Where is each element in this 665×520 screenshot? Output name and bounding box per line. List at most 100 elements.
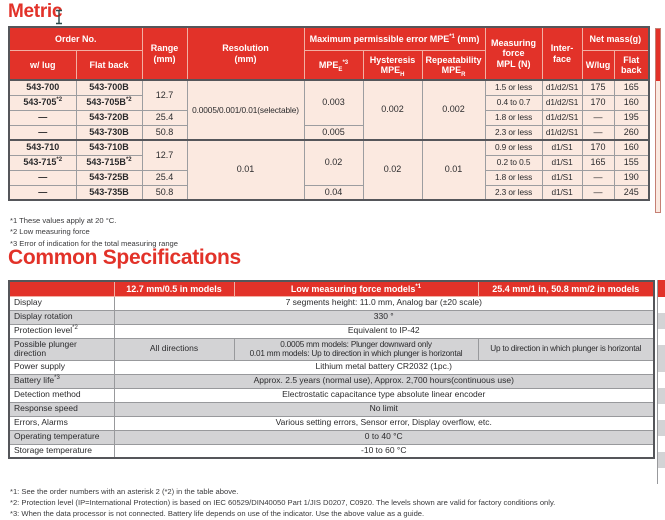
mpe-e-header: MPEE*3 xyxy=(303,49,364,81)
order-lug-cell: 543-705*2 xyxy=(8,94,77,111)
resolution-cell: 0.01 xyxy=(186,139,305,201)
text-cursor-icon xyxy=(54,9,64,30)
common-footnotes: *1: See the order numbers with an asteri… xyxy=(10,486,555,519)
range-cell: 50.8 xyxy=(141,184,188,201)
metric-row: — 543-730B 50.8 0.005 2.3 or less d1/d2/… xyxy=(8,124,650,141)
spec-row-response-speed: Response speed No limit xyxy=(8,401,655,417)
spec-value: Up to direction in which plunger is hori… xyxy=(477,337,655,361)
metric-row: — 543-735B 50.8 0.04 2.3 or less d1/S1 —… xyxy=(8,184,650,201)
net-w-lug-header: W/lug xyxy=(581,49,615,81)
order-lug-cell: — xyxy=(8,124,77,141)
range-cell: 50.8 xyxy=(141,124,188,141)
mass-lug-cell: — xyxy=(581,184,615,201)
models-254-508-header: 25.4 mm/1 in, 50.8 mm/2 in models xyxy=(477,280,655,297)
spec-label: Storage temperature xyxy=(8,443,115,459)
interface-cell: d1/S1 xyxy=(541,184,583,201)
metric-row: 543-700 543-700B 12.7 0.0005/0.001/0.01(… xyxy=(8,79,650,141)
force-cell: 0.2 to 0.5 xyxy=(484,154,543,171)
repeatability-cell: 0.002 xyxy=(421,79,486,141)
order-lug-cell: 543-710 xyxy=(8,139,77,156)
spec-row-plunger-direction: Possible plunger direction All direction… xyxy=(8,337,655,361)
cropped-table-sliver xyxy=(655,28,661,213)
order-flat-cell: 543-700B xyxy=(75,79,143,96)
mass-flat-cell: 190 xyxy=(613,169,650,186)
order-flat-cell: 543-705B*2 xyxy=(75,94,143,111)
footnote-line: *3 Error of indication for the total mea… xyxy=(10,238,178,248)
force-cell: 0.9 or less xyxy=(484,139,543,156)
metric-table-header: Order No. Range (mm) Resolution (mm) Max… xyxy=(8,26,650,81)
order-lug-cell: — xyxy=(8,109,77,126)
spec-row-protection-level: Protection level*2 Equivalent to IP-42 xyxy=(8,323,655,339)
footnote-line: *2: Protection level (IP=International P… xyxy=(10,498,556,507)
spec-label: Power supply xyxy=(8,359,115,375)
flat-back-header: Flat back xyxy=(75,49,143,81)
mass-flat-cell: 160 xyxy=(613,139,650,156)
force-cell: 1.8 or less xyxy=(484,169,543,186)
metric-row: — 543-725B 25.4 1.8 or less d1/S1 — 190 xyxy=(8,169,650,186)
net-mass-header: Net mass(g) xyxy=(581,26,650,51)
mpe-e-cell: 0.02 xyxy=(303,139,364,186)
mass-flat-cell: 260 xyxy=(613,124,650,141)
common-specifications-title: Common Specifications xyxy=(8,246,241,269)
metric-row: 543-710 543-710B 12.7 0.01 0.02 0.02 0.0… xyxy=(8,139,650,201)
interface-cell: d1/S1 xyxy=(541,154,583,171)
repeatability-cell: 0.01 xyxy=(421,139,486,201)
force-cell: 1.5 or less xyxy=(484,79,543,96)
range-header: Range (mm) xyxy=(141,26,188,81)
spec-row-storage-temperature: Storage temperature -10 to 60 °C xyxy=(8,443,655,459)
mpe-e-cell: 0.003 xyxy=(303,79,364,126)
w-lug-header: w/ lug xyxy=(8,49,77,81)
mass-lug-cell: 170 xyxy=(581,139,615,156)
mass-flat-cell: 160 xyxy=(613,94,650,111)
spec-row-operating-temperature: Operating temperature 0 to 40 °C xyxy=(8,429,655,445)
spec-value: Approx. 2.5 years (normal use), Approx. … xyxy=(113,373,655,389)
mass-lug-cell: 175 xyxy=(581,79,615,96)
hysteresis-cell: 0.02 xyxy=(362,139,423,201)
spec-value: 330 ° xyxy=(113,309,655,325)
metric-section-title: Metric xyxy=(8,1,63,22)
spec-value: Various setting errors, Sensor error, Di… xyxy=(113,415,655,431)
common-table-header: 12.7 mm/0.5 in models Low measuring forc… xyxy=(8,280,655,297)
spec-label: Detection method xyxy=(8,387,115,403)
mass-flat-cell: 195 xyxy=(613,109,650,126)
spec-value: 7 segments height: 11.0 mm, Analog bar (… xyxy=(113,295,655,311)
hysteresis-cell: 0.002 xyxy=(362,79,423,141)
common-specifications-table: 12.7 mm/0.5 in models Low measuring forc… xyxy=(8,280,655,460)
interface-cell: d1/S1 xyxy=(541,139,583,156)
metric-footnotes: *1 These values apply at 20 °C. *2 Low m… xyxy=(10,215,178,249)
force-cell: 2.3 or less xyxy=(484,124,543,141)
interface-cell: d1/d2/S1 xyxy=(541,124,583,141)
spec-label-header xyxy=(8,280,115,297)
order-flat-cell: 543-715B*2 xyxy=(75,154,143,171)
range-cell: 25.4 xyxy=(141,169,188,186)
spec-label: Errors, Alarms xyxy=(8,415,115,431)
spec-row-errors-alarms: Errors, Alarms Various setting errors, S… xyxy=(8,415,655,431)
order-flat-cell: 543-720B xyxy=(75,109,143,126)
interface-header: Inter- face xyxy=(541,26,583,81)
measuring-force-header: Measuring force MPL (N) xyxy=(484,26,543,81)
spec-row-power-supply: Power supply Lithium metal battery CR203… xyxy=(8,359,655,375)
spec-row-display-rotation: Display rotation 330 ° xyxy=(8,309,655,325)
mpe-e-cell: 0.04 xyxy=(303,184,364,201)
spec-label: Possible plunger direction xyxy=(8,337,115,361)
footnote-line: *1: See the order numbers with an asteri… xyxy=(10,487,239,496)
interface-cell: d1/S1 xyxy=(541,169,583,186)
spec-row-battery-life: Battery life*3 Approx. 2.5 years (normal… xyxy=(8,373,655,389)
spec-value: Equivalent to IP-42 xyxy=(113,323,655,339)
spec-row-detection-method: Detection method Electrostatic capacitan… xyxy=(8,387,655,403)
spec-value: No limit xyxy=(113,401,655,417)
footnote-line: *2 Low measuring force xyxy=(10,227,90,237)
order-flat-cell: 543-735B xyxy=(75,184,143,201)
force-cell: 0.4 to 0.7 xyxy=(484,94,543,111)
spec-label: Operating temperature xyxy=(8,429,115,445)
spec-label: Response speed xyxy=(8,401,115,417)
mpe-e-cell: 0.005 xyxy=(303,124,364,141)
repeatability-header: Repeatability MPER xyxy=(421,49,486,81)
order-lug-cell: — xyxy=(8,184,77,201)
spec-row-display: Display 7 segments height: 11.0 mm, Anal… xyxy=(8,295,655,311)
mass-flat-cell: 245 xyxy=(613,184,650,201)
footnote-line: *1 These values apply at 20 °C. xyxy=(10,216,117,225)
low-force-models-header: Low measuring force models*1 xyxy=(233,280,479,297)
order-flat-cell: 543-730B xyxy=(75,124,143,141)
spec-value: All directions xyxy=(113,337,235,361)
